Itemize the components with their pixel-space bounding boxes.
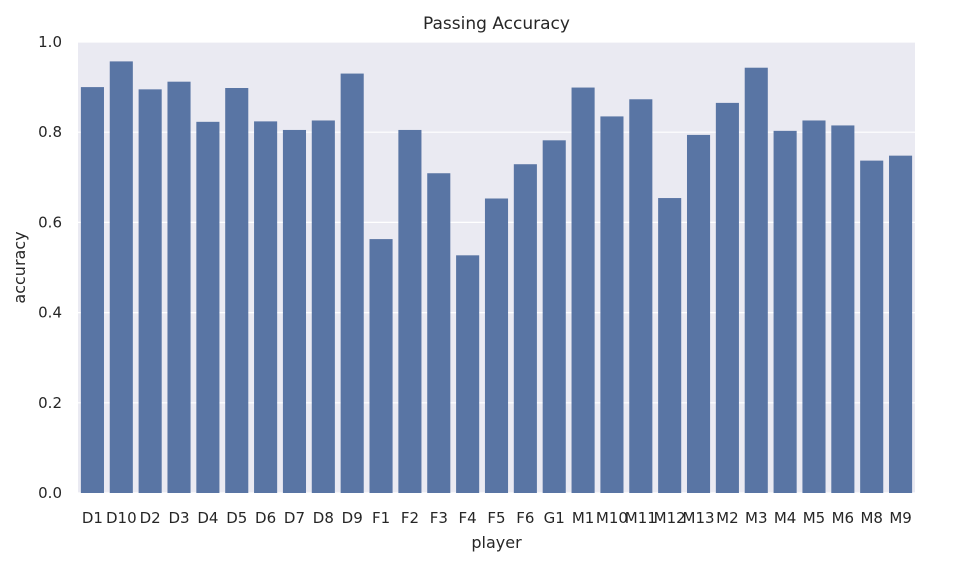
x-tick-label: D4	[197, 509, 218, 527]
bar-m2	[715, 102, 739, 493]
bar-f5	[484, 198, 509, 493]
bar-m1	[571, 87, 595, 494]
bar-d6	[254, 121, 278, 493]
chart-title: Passing Accuracy	[423, 14, 570, 34]
y-tick-label: 0.2	[38, 394, 62, 412]
x-tick-label: M9	[889, 509, 912, 527]
x-tick-label: D9	[342, 509, 363, 527]
x-tick-label: M11	[625, 509, 657, 527]
x-tick-label: M5	[803, 509, 826, 527]
x-tick-label: D7	[284, 509, 305, 527]
x-tick-label: F3	[430, 509, 448, 527]
bar-m4	[773, 130, 797, 494]
x-tick-label: D1	[82, 509, 103, 527]
x-tick-label: D6	[255, 509, 276, 527]
bar-d8	[311, 120, 335, 493]
bar-d2	[138, 89, 162, 493]
x-tick-label: M13	[683, 509, 715, 527]
bar-m5	[802, 120, 826, 493]
x-tick-label: M10	[596, 509, 628, 527]
bar-g1	[542, 140, 566, 493]
bar-d1	[80, 87, 104, 493]
y-axis-ticks: 0.0 0.2 0.4 0.6 0.8 1.0	[38, 33, 62, 502]
x-tick-label: D5	[226, 509, 247, 527]
bar-m6	[831, 125, 855, 493]
bar-f3	[427, 173, 451, 493]
x-tick-label: F5	[487, 509, 505, 527]
x-axis-ticks: D1 D10 D2 D3 D4 D5 D6 D7 D8 D9 F1 F2 F3 F4 F5 F6 G1 M1 M10…	[82, 509, 912, 527]
x-tick-label: M12	[654, 509, 686, 527]
x-tick-label: D3	[168, 509, 189, 527]
x-tick-label: M4	[774, 509, 797, 527]
x-tick-label: M3	[745, 509, 768, 527]
bar-f6	[513, 164, 537, 493]
bar-m9	[889, 155, 913, 494]
bar-m13	[686, 134, 711, 493]
x-tick-label: G1	[544, 509, 565, 527]
bar-f4	[456, 255, 480, 493]
x-tick-label: M1	[572, 509, 595, 527]
x-tick-label: F4	[459, 509, 477, 527]
bar-d7	[282, 129, 307, 493]
y-tick-label: 0.8	[38, 123, 62, 141]
bar-m3	[744, 67, 768, 493]
x-tick-label: D8	[313, 509, 334, 527]
x-tick-label: F1	[372, 509, 390, 527]
y-axis-title: accuracy	[10, 231, 29, 303]
x-tick-label: D10	[106, 509, 137, 527]
bar-m11	[629, 99, 653, 493]
bar-f1	[369, 239, 393, 493]
x-axis-title: player	[471, 533, 522, 552]
x-tick-label: D2	[140, 509, 161, 527]
bar-m10	[600, 116, 624, 493]
y-tick-label: 0.6	[38, 213, 62, 231]
x-tick-label: M8	[860, 509, 883, 527]
y-tick-label: 0.4	[38, 304, 62, 322]
bars	[80, 61, 913, 494]
bar-f2	[398, 129, 422, 493]
bar-d4	[196, 121, 220, 494]
bar-d10	[109, 61, 133, 493]
x-tick-label: F2	[401, 509, 419, 527]
bar-m12	[658, 198, 682, 493]
bar-d5	[225, 88, 249, 493]
bar-d3	[167, 81, 191, 494]
y-tick-label: 0.0	[38, 484, 62, 502]
x-tick-label: F6	[516, 509, 534, 527]
x-tick-label: M6	[832, 509, 855, 527]
bar-m8	[860, 160, 884, 493]
bar-d9	[340, 73, 364, 493]
x-tick-label: M2	[716, 509, 739, 527]
y-tick-label: 1.0	[38, 33, 62, 51]
